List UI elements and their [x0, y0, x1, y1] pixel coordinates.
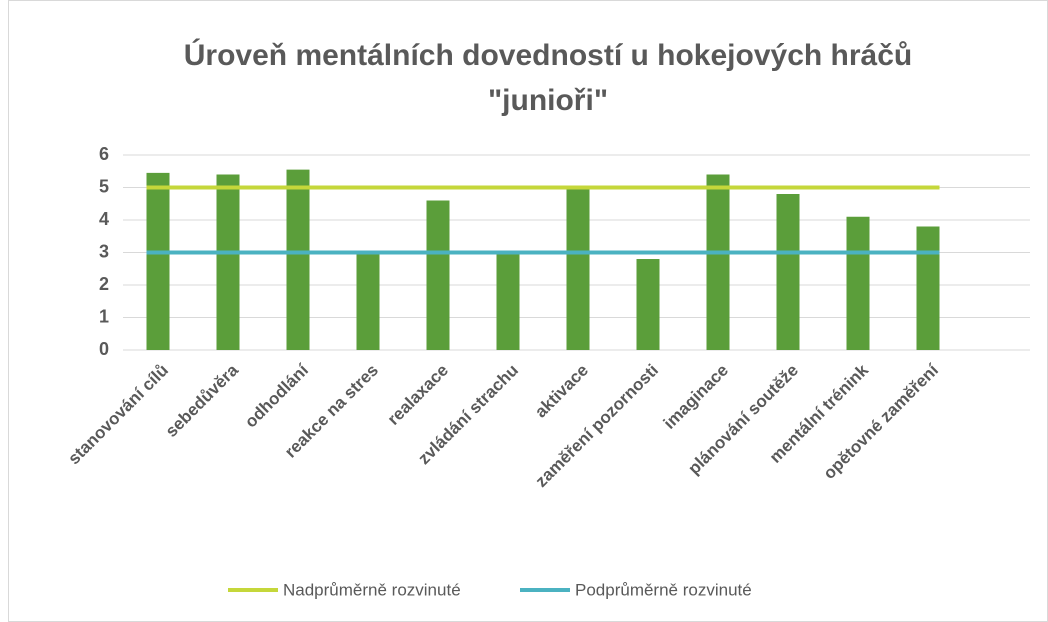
bar [286, 169, 310, 350]
legend-label: Podprůměrně rozvinuté [575, 580, 752, 599]
bar [706, 174, 730, 350]
legend-label: Nadprůměrně rozvinuté [283, 580, 461, 599]
y-tick-label: 4 [99, 209, 109, 229]
chart-frame [8, 0, 1048, 622]
y-tick-label: 3 [99, 241, 109, 261]
bar [636, 259, 660, 350]
chart-title: Úroveň mentálních dovedností u hokejovýc… [184, 38, 912, 72]
bar [146, 172, 170, 350]
y-tick-label: 6 [99, 144, 109, 164]
bar [916, 226, 940, 350]
bar [426, 200, 450, 350]
y-tick-label: 5 [99, 176, 109, 196]
bar [496, 252, 520, 350]
bar [216, 174, 240, 350]
y-tick-label: 1 [99, 306, 109, 326]
y-tick-label: 2 [99, 274, 109, 294]
bar [566, 187, 590, 350]
chart-title: "junioři" [488, 84, 608, 117]
bar [356, 252, 380, 350]
bar [776, 194, 800, 350]
bar [846, 216, 870, 350]
y-tick-label: 0 [99, 339, 109, 359]
